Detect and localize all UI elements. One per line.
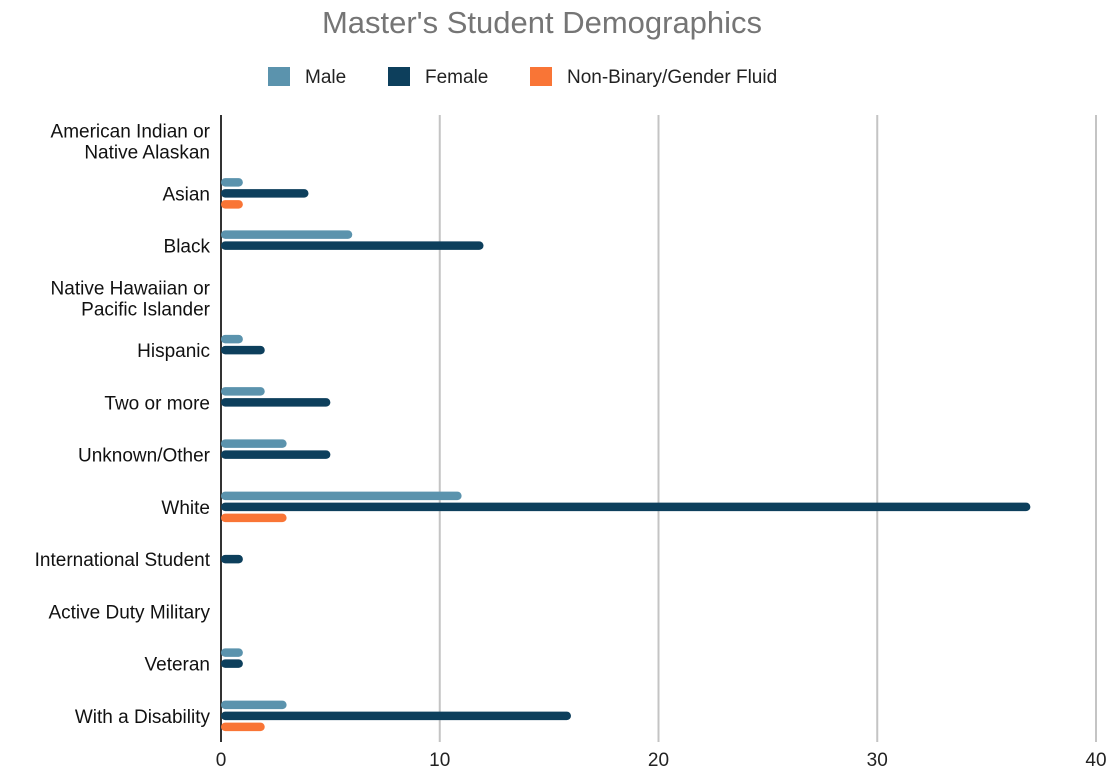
category-label-2: Asian	[162, 184, 210, 205]
category-label-1: American Indian or Native Alaskan	[51, 122, 211, 164]
category-label-8: White	[161, 498, 210, 519]
legend-label-3: Non-Binary/Gender Fluid	[567, 67, 777, 88]
bars	[221, 178, 1031, 732]
gridlines	[220, 115, 1097, 742]
bar-8-2	[221, 502, 1031, 512]
bar-7-1	[221, 439, 287, 448]
bar-6-2	[221, 398, 331, 407]
legend-label-2: Female	[425, 67, 488, 88]
x-tick-label-10: 10	[429, 750, 450, 770]
bar-8-1	[221, 491, 462, 501]
bar-9-2	[221, 554, 243, 564]
x-tick-label-20: 20	[648, 750, 669, 770]
category-label-7: Unknown/Other	[78, 446, 211, 467]
x-tick-label-0: 0	[216, 750, 227, 770]
category-label-6: Two or more	[104, 393, 210, 414]
bar-11-1	[221, 648, 243, 657]
legend-swatch-1	[268, 67, 290, 86]
x-tick-label-30: 30	[867, 750, 888, 770]
category-label-3: Black	[164, 237, 211, 258]
bar-3-2	[221, 241, 484, 250]
bar-12-1	[221, 700, 287, 710]
bar-5-1	[221, 334, 243, 344]
bar-12-2	[221, 711, 571, 721]
category-labels: American Indian or Native Alaskan Asian Bla…	[35, 122, 211, 728]
bar-8-3	[221, 513, 287, 523]
bar-2-3	[221, 200, 243, 209]
category-label-10: Active Duty Military	[48, 602, 210, 623]
bar-11-2	[221, 659, 243, 668]
legend-swatch-2	[388, 67, 410, 86]
category-label-9: International Student	[35, 550, 211, 571]
x-tick-label-40: 40	[1085, 750, 1106, 770]
bar-6-1	[221, 387, 265, 396]
chart-title: Master's Student Demographics	[322, 5, 762, 40]
category-label-11: Veteran	[145, 655, 211, 676]
bar-5-2	[221, 345, 265, 355]
bar-7-2	[221, 450, 331, 459]
category-label-5: Hispanic	[137, 341, 210, 362]
bar-12-3	[221, 722, 265, 732]
x-tick-labels: 0 10 20 30 40	[216, 750, 1107, 771]
legend-swatch-3	[530, 67, 552, 86]
bar-2-2	[221, 189, 309, 198]
category-label-12: With a Disability	[75, 707, 211, 728]
legend-label-1: Male	[305, 67, 346, 88]
category-label-4: Native Hawaiian or Pacific Islander	[51, 278, 211, 320]
legend: Male Female Non-Binary/Gender Fluid	[268, 67, 777, 88]
bar-2-1	[221, 178, 243, 187]
bar-3-1	[221, 230, 353, 239]
